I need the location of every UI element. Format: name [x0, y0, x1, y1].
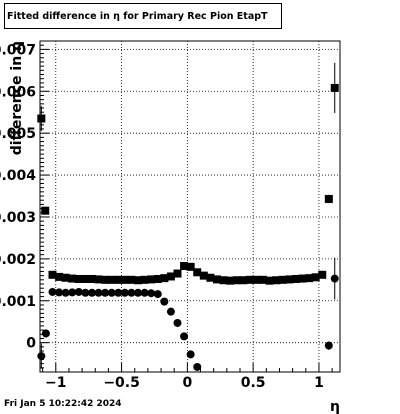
- square-marker: [107, 275, 116, 284]
- square-marker: [147, 275, 156, 284]
- square-marker: [160, 274, 169, 283]
- plot-frame: [39, 40, 341, 373]
- square-marker: [120, 275, 129, 284]
- x-tick-label: 0: [182, 375, 192, 391]
- y-tick-label: 0: [26, 336, 36, 352]
- chart-title: Fitted difference in η for Primary Rec P…: [4, 3, 282, 29]
- axis-ticks: [40, 44, 333, 372]
- circle-marker: [120, 288, 129, 297]
- y-tick-label: 0.007: [0, 42, 36, 58]
- circle-marker: [61, 288, 70, 297]
- timestamp-footer: Fri Jan 5 10:22:42 2024: [4, 399, 122, 409]
- square-marker: [153, 274, 162, 283]
- square-marker: [81, 274, 90, 283]
- x-tick-label: 0.5: [241, 375, 266, 391]
- square-marker: [278, 275, 287, 284]
- square-marker: [94, 275, 103, 284]
- error-bars: [40, 62, 336, 369]
- square-marker: [324, 194, 333, 203]
- square-marker: [193, 268, 202, 277]
- x-tick-label: −1: [45, 375, 66, 391]
- square-marker: [232, 276, 241, 285]
- circle-marker: [324, 341, 333, 350]
- y-tick-label: 0.006: [0, 84, 36, 100]
- square-marker: [318, 270, 327, 279]
- circle-marker: [160, 297, 169, 306]
- y-tick-label: 0.002: [0, 252, 36, 268]
- square-marker: [206, 273, 215, 282]
- square-marker: [311, 273, 320, 282]
- y-tick-label: 0.003: [0, 210, 36, 226]
- circle-marker: [173, 318, 182, 327]
- circle-marker: [140, 288, 149, 297]
- circle-marker: [74, 287, 83, 296]
- square-marker: [212, 275, 221, 284]
- square-marker: [61, 273, 70, 282]
- circle-marker: [147, 289, 156, 298]
- square-marker: [265, 276, 274, 285]
- square-marker: [74, 274, 83, 283]
- circle-marker: [87, 288, 96, 297]
- square-marker: [101, 275, 110, 284]
- square-marker: [68, 274, 77, 283]
- circle-marker: [166, 307, 175, 316]
- circle-marker: [193, 362, 202, 371]
- square-marker: [298, 274, 307, 283]
- square-marker: [291, 274, 300, 283]
- y-tick-label: 0.005: [0, 126, 36, 142]
- x-tick-label: −0.5: [103, 375, 140, 391]
- square-marker: [41, 206, 50, 215]
- circle-marker: [48, 287, 57, 296]
- y-axis-label: difference in η: [9, 41, 25, 155]
- square-marker: [180, 261, 189, 270]
- tick-labels: −1 −0.5 0 0.5 1 0 0.001 0.002 0.003 0.004 0.005 0.0…: [0, 42, 324, 391]
- square-marker: [245, 275, 254, 284]
- y-tick-label: 0.004: [0, 168, 36, 184]
- circle-marker: [101, 288, 110, 297]
- square-marker: [305, 274, 314, 283]
- grid-lines: [40, 41, 340, 372]
- square-marker: [259, 275, 268, 284]
- circle-marker: [186, 350, 195, 359]
- data-markers: [37, 83, 339, 371]
- square-marker: [186, 262, 195, 271]
- square-marker: [134, 276, 143, 285]
- square-marker: [114, 275, 123, 284]
- square-marker: [252, 275, 261, 284]
- circle-marker: [55, 288, 64, 297]
- circle-marker: [94, 288, 103, 297]
- x-axis-label: η: [330, 399, 340, 414]
- square-marker: [199, 271, 208, 280]
- square-marker: [226, 276, 235, 285]
- square-marker: [330, 83, 339, 92]
- square-marker: [48, 270, 57, 279]
- circle-marker: [107, 288, 116, 297]
- x-tick-label: 1: [314, 375, 324, 391]
- circle-marker: [114, 288, 123, 297]
- square-marker: [239, 276, 248, 285]
- square-marker: [219, 276, 228, 285]
- circle-marker: [81, 288, 90, 297]
- y-tick-label: 0.001: [0, 294, 36, 310]
- square-marker: [166, 272, 175, 281]
- square-marker: [285, 275, 294, 284]
- square-marker: [272, 276, 281, 285]
- circle-marker: [153, 290, 162, 299]
- circle-marker: [37, 352, 46, 361]
- circle-marker: [68, 288, 77, 297]
- circle-marker: [180, 332, 189, 341]
- square-marker: [127, 275, 136, 284]
- circle-marker: [330, 274, 339, 283]
- square-marker: [55, 272, 64, 281]
- circle-marker: [41, 329, 50, 338]
- circle-marker: [127, 288, 136, 297]
- square-marker: [87, 274, 96, 283]
- square-marker: [173, 269, 182, 278]
- circle-marker: [134, 288, 143, 297]
- square-marker: [140, 275, 149, 284]
- square-marker: [37, 114, 46, 123]
